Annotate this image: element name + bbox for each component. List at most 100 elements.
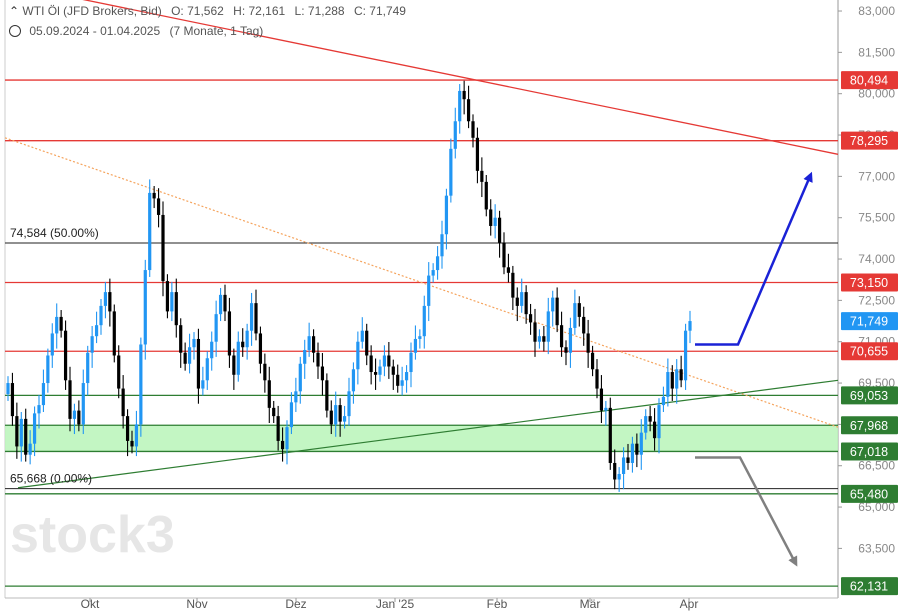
x-tick-label: Feb	[487, 597, 508, 611]
y-tick-label: 80,000	[858, 87, 895, 101]
candle-body	[449, 148, 453, 196]
candle-body	[369, 355, 373, 373]
candle-body	[28, 443, 32, 455]
candle-body	[506, 267, 511, 273]
red-downtrend-line	[82, 0, 839, 155]
candle-body	[307, 336, 311, 350]
x-tick-label: Dez	[285, 597, 306, 611]
candle-body	[196, 338, 201, 389]
candle-body	[121, 388, 125, 417]
candle-body	[688, 321, 692, 331]
candle-body	[444, 195, 449, 235]
candle-body	[542, 336, 546, 342]
price-tag-bg-8	[841, 484, 898, 503]
candle-body	[329, 410, 333, 425]
candle-body	[480, 170, 484, 182]
candle-body	[599, 388, 604, 411]
candle-body	[626, 457, 630, 463]
candle-body	[223, 294, 227, 312]
candle-body	[568, 327, 573, 353]
candle-body	[484, 181, 488, 210]
candle-body	[378, 366, 382, 375]
candle-body	[276, 416, 280, 441]
candle-body	[334, 405, 338, 425]
candle-body	[285, 427, 289, 450]
candle-body	[471, 121, 475, 138]
candle-body	[68, 380, 72, 419]
candle-body	[183, 352, 187, 364]
candle-body	[232, 355, 236, 375]
candle-body	[46, 355, 50, 384]
price-tag-label-5: 69,053	[850, 389, 888, 403]
candle-body	[497, 217, 502, 243]
price-tag-label-3: 71,749	[850, 315, 888, 329]
price-tag-label-0: 80,494	[850, 74, 888, 88]
candle-body	[413, 338, 418, 353]
fib-label-1: 65,668 (0.00%)	[10, 472, 92, 486]
candle-body	[670, 372, 674, 389]
candle-body	[258, 333, 263, 364]
candle-body	[201, 380, 205, 389]
price-tag-label-2: 73,150	[850, 276, 888, 290]
chart-grid	[4, 0, 839, 599]
x-tick-label: Mär	[580, 597, 601, 611]
candle-body	[630, 443, 635, 463]
candle-body	[360, 330, 364, 342]
candle-body	[502, 242, 506, 268]
candle-body	[621, 457, 626, 474]
bullish-arrow	[695, 171, 813, 346]
candle-body	[528, 314, 533, 323]
candle-body	[161, 214, 165, 282]
candle-body	[373, 372, 378, 375]
candle-body	[382, 355, 387, 367]
x-tick-label: Nov	[186, 597, 207, 611]
candle-body	[165, 281, 170, 312]
price-tag-bg-2	[841, 273, 898, 292]
candle-body	[639, 432, 643, 455]
candle-body	[81, 383, 85, 425]
candle-body	[245, 330, 249, 348]
chevron-icon[interactable]: ⌃	[9, 4, 20, 18]
candle-body	[356, 341, 360, 370]
candle-body	[148, 192, 152, 271]
candle-body	[520, 292, 524, 306]
support-zone-fill	[5, 425, 838, 452]
candle-body	[263, 363, 267, 381]
candle-body	[582, 316, 586, 334]
price-tag-label-6: 67,968	[850, 419, 888, 433]
candle-body	[493, 217, 497, 226]
candle-body	[143, 270, 147, 345]
candle-body	[590, 352, 595, 370]
candle-body	[6, 383, 10, 395]
candle-body	[63, 330, 68, 381]
candle-body	[475, 137, 480, 171]
fib-label-0: 74,584 (50.00%)	[10, 226, 99, 240]
projection-arrows	[695, 171, 813, 567]
candle-body	[205, 358, 209, 381]
candle-body	[458, 90, 462, 122]
candle-body	[187, 347, 192, 364]
candle-body	[41, 383, 46, 406]
candle-body	[533, 322, 537, 342]
candle-body	[32, 413, 37, 444]
candle-body	[683, 330, 688, 381]
candle-body	[586, 333, 590, 353]
x-tick-label: Apr	[680, 597, 699, 611]
candle-body	[338, 405, 342, 422]
candle-body	[99, 305, 103, 326]
candle-body	[210, 341, 214, 359]
candle-body	[546, 311, 550, 342]
price-tag-bg-6	[841, 416, 898, 435]
candle-body	[152, 192, 156, 199]
price-tags: 80,494 78,295 73,150 71,749 70,655 69,053 67,9…	[841, 71, 898, 596]
candle-body	[391, 366, 395, 375]
candle-body	[298, 363, 302, 392]
candle-body	[648, 416, 652, 422]
candle-body	[192, 338, 196, 348]
candle-body	[573, 303, 577, 328]
candle-body	[10, 383, 15, 417]
y-tick-label: 77,000	[858, 169, 895, 183]
x-tick-label: Okt	[81, 597, 100, 611]
x-tick-label: Jan '25	[376, 597, 415, 611]
candle-body	[227, 311, 232, 356]
